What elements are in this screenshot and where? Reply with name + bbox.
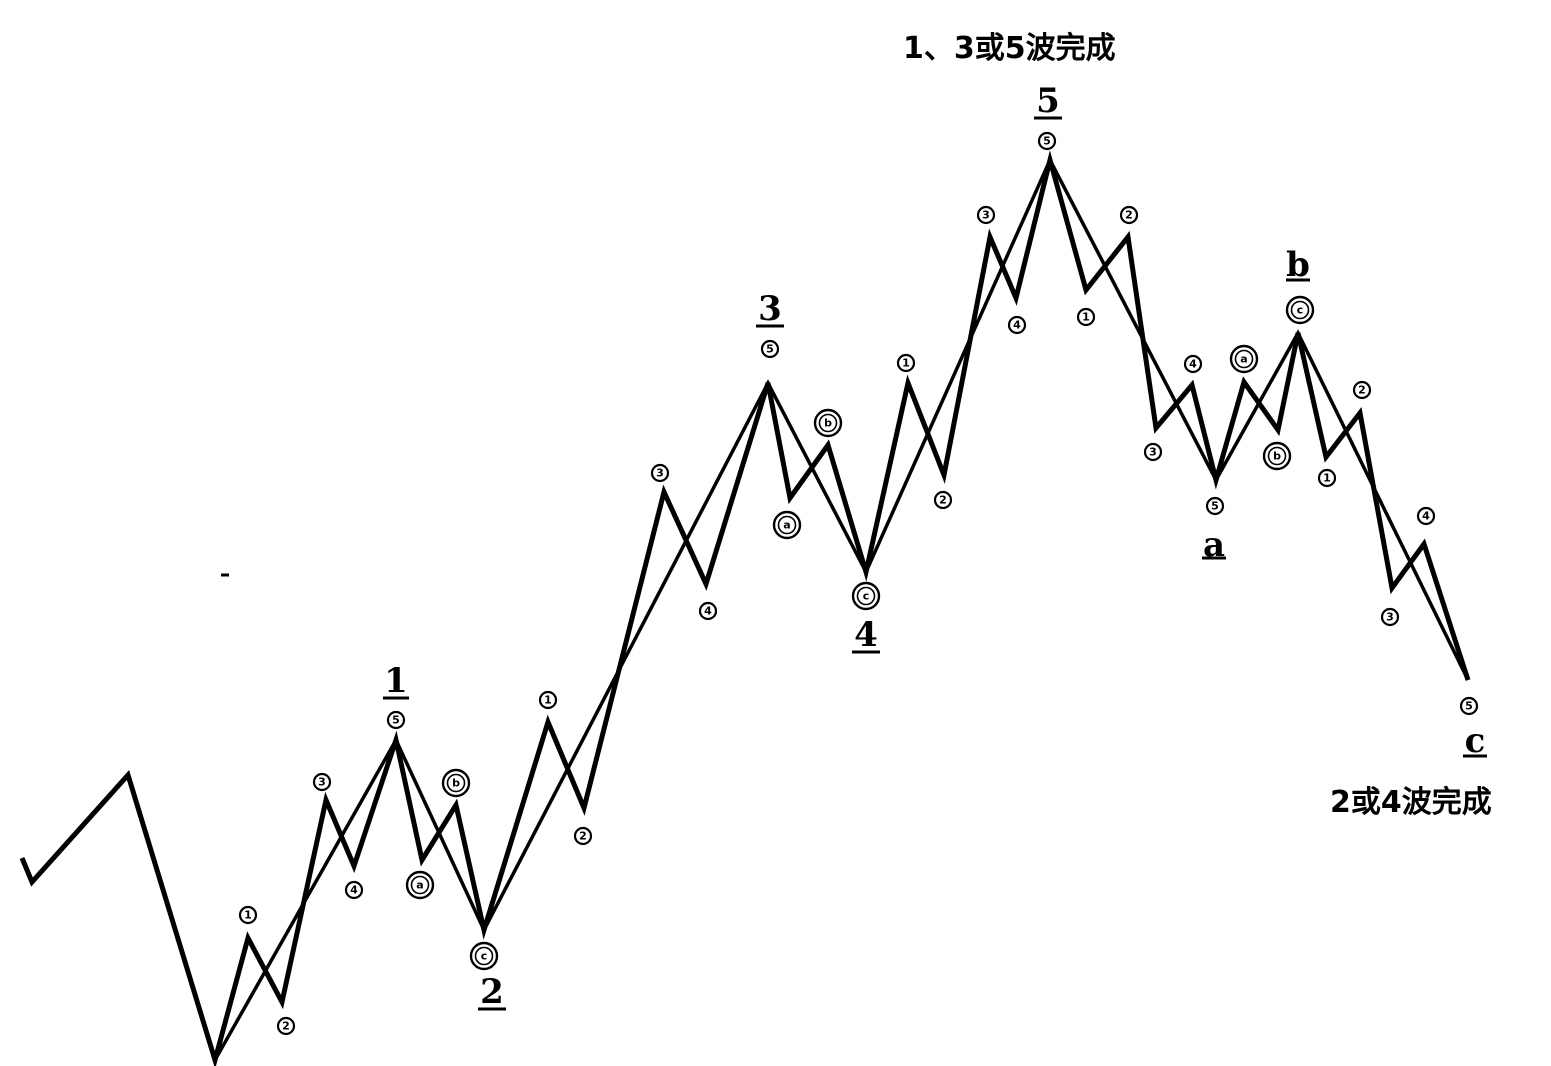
svg-text:1: 1 bbox=[1323, 472, 1331, 485]
sub-label-w3-4: 4 bbox=[698, 601, 718, 621]
svg-text:5: 5 bbox=[1465, 700, 1473, 713]
svg-text:5: 5 bbox=[392, 714, 400, 727]
svg-text:2: 2 bbox=[579, 830, 587, 843]
sub-label-w1-1: 1 bbox=[238, 905, 258, 925]
sub-label-w5-3: 3 bbox=[976, 205, 996, 225]
svg-text:1: 1 bbox=[544, 694, 552, 707]
svg-text:b: b bbox=[1273, 450, 1281, 463]
svg-text:a: a bbox=[783, 519, 790, 532]
sub-label-wc-1: 1 bbox=[1317, 468, 1337, 488]
svg-text:b: b bbox=[452, 777, 460, 790]
svg-text:3: 3 bbox=[982, 209, 990, 222]
sub-label-wc-5: 5 bbox=[1459, 696, 1479, 716]
svg-text:5: 5 bbox=[1043, 135, 1051, 148]
major-label-3: 3 bbox=[756, 289, 784, 329]
major-label-a: a bbox=[1202, 525, 1226, 565]
sub-label-w3-1: 1 bbox=[538, 690, 558, 710]
svg-text:c: c bbox=[1465, 721, 1486, 761]
sub-label-w4-c: c bbox=[851, 581, 881, 611]
svg-text:1: 1 bbox=[244, 909, 252, 922]
svg-text:2: 2 bbox=[1125, 209, 1133, 222]
sub-label-w3-5: 5 bbox=[760, 339, 780, 359]
sub-label-w4-b: b bbox=[813, 408, 843, 438]
svg-text:c: c bbox=[863, 590, 870, 603]
svg-text:a: a bbox=[416, 879, 423, 892]
wave-path-detailed bbox=[19, 150, 1471, 1066]
sub-label-wc-4: 4 bbox=[1416, 506, 1436, 526]
caption-top: 1、3或5波完成 bbox=[903, 31, 1116, 66]
svg-text:3: 3 bbox=[1386, 611, 1394, 624]
major-label-5: 5 bbox=[1034, 81, 1062, 121]
sub-label-wb-b: b bbox=[1262, 441, 1292, 471]
svg-text:4: 4 bbox=[1422, 510, 1430, 523]
svg-text:c: c bbox=[1297, 304, 1304, 317]
svg-text:5: 5 bbox=[766, 343, 774, 356]
sub-label-wb-c: c bbox=[1285, 295, 1315, 325]
sub-label-wc-3: 3 bbox=[1380, 607, 1400, 627]
svg-text:b: b bbox=[1286, 245, 1310, 285]
svg-text:2: 2 bbox=[1358, 384, 1366, 397]
svg-text:3: 3 bbox=[656, 467, 664, 480]
major-label-1: 1 bbox=[383, 661, 409, 701]
sub-label-w5-4: 4 bbox=[1007, 315, 1027, 335]
svg-text:4: 4 bbox=[854, 615, 878, 655]
sub-label-w5-5: 5 bbox=[1037, 131, 1057, 151]
sub-label-wc-2: 2 bbox=[1352, 380, 1372, 400]
svg-text:a: a bbox=[1240, 353, 1247, 366]
sub-label-w1-4: 4 bbox=[344, 880, 364, 900]
sub-label-wb-a: a bbox=[1229, 344, 1259, 374]
sub-label-wa-5: 5 bbox=[1205, 496, 1225, 516]
svg-text:4: 4 bbox=[1013, 319, 1021, 332]
svg-text:2: 2 bbox=[939, 494, 947, 507]
sub-label-wa-4: 4 bbox=[1183, 354, 1203, 374]
sub-label-w1-3: 3 bbox=[312, 772, 332, 792]
major-label-2: 2 bbox=[478, 972, 506, 1012]
major-label-c: c bbox=[1463, 721, 1487, 761]
caption-bottom: 2或4波完成 bbox=[1330, 785, 1492, 820]
sub-label-w3-2: 2 bbox=[573, 826, 593, 846]
svg-text:3: 3 bbox=[758, 289, 782, 329]
sub-label-wa-3: 3 bbox=[1143, 442, 1163, 462]
sub-label-w1-2: 2 bbox=[276, 1016, 296, 1036]
svg-text:1: 1 bbox=[1082, 311, 1090, 324]
sub-label-w2-c: c bbox=[469, 941, 499, 971]
major-label-4: 4 bbox=[852, 615, 880, 655]
svg-text:c: c bbox=[481, 950, 488, 963]
svg-text:4: 4 bbox=[1189, 358, 1197, 371]
svg-text:2: 2 bbox=[480, 972, 504, 1012]
svg-text:4: 4 bbox=[704, 605, 712, 618]
sub-label-w4-a: a bbox=[772, 510, 802, 540]
svg-text:2: 2 bbox=[282, 1020, 290, 1033]
sub-label-w5-2: 2 bbox=[933, 490, 953, 510]
sub-label-w2-b: b bbox=[441, 768, 471, 798]
svg-text:5: 5 bbox=[1036, 81, 1060, 121]
sub-label-wa-2: 2 bbox=[1119, 205, 1139, 225]
sub-label-w2-a: a bbox=[405, 870, 435, 900]
sub-label-wa-1: 1 bbox=[1076, 307, 1096, 327]
wave-path-smoothed bbox=[213, 155, 1470, 1061]
svg-text:a: a bbox=[1203, 525, 1225, 565]
svg-text:3: 3 bbox=[1149, 446, 1157, 459]
sub-label-w3-3: 3 bbox=[650, 463, 670, 483]
svg-text:1: 1 bbox=[384, 661, 408, 701]
svg-text:b: b bbox=[824, 417, 832, 430]
svg-text:4: 4 bbox=[350, 884, 358, 897]
sub-label-w5-1: 1 bbox=[896, 353, 916, 373]
major-label-b: b bbox=[1286, 245, 1310, 285]
svg-text:3: 3 bbox=[318, 776, 326, 789]
svg-text:1: 1 bbox=[902, 357, 910, 370]
svg-text:5: 5 bbox=[1211, 500, 1219, 513]
sub-label-w1-5: 5 bbox=[386, 710, 406, 730]
